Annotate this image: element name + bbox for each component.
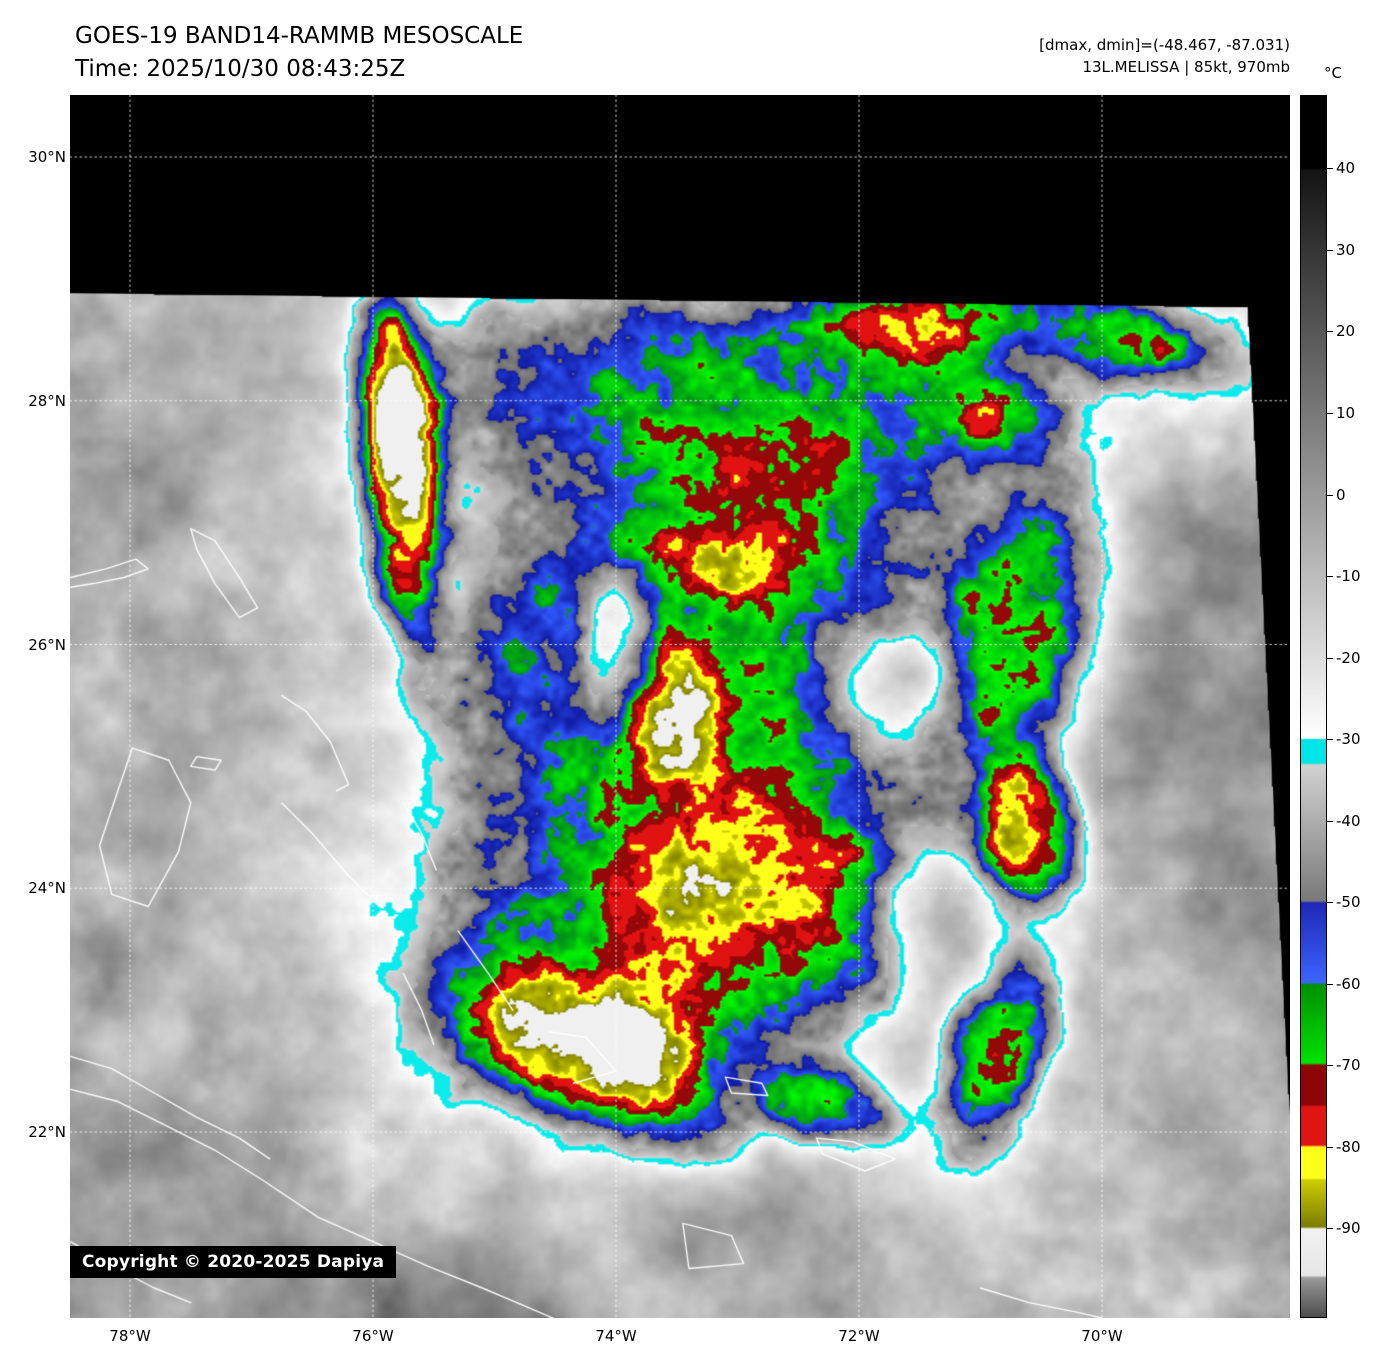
- colorbar-tick-mark: [1327, 983, 1333, 985]
- title-block: GOES-19 BAND14-RAMMB MESOSCALE Time: 202…: [75, 20, 523, 86]
- colorbar-tick-mark: [1327, 412, 1333, 414]
- colorbar-tick-label: -10: [1336, 567, 1361, 586]
- lat-axis-label: 24°N: [28, 879, 66, 898]
- colorbar-tick-mark: [1327, 576, 1333, 578]
- colorbar-tick-label: 10: [1336, 403, 1356, 422]
- lat-axis-label: 22°N: [28, 1123, 66, 1141]
- colorbar-tick-label: 0: [1336, 485, 1346, 504]
- colorbar-tick-mark: [1327, 820, 1333, 822]
- colorbar-tick-mark: [1327, 739, 1333, 741]
- colorbar: [1300, 95, 1327, 1318]
- map-overlay-canvas: [70, 95, 1290, 1318]
- colorbar-tick-label: 20: [1336, 322, 1356, 341]
- colorbar-tick-mark: [1327, 331, 1333, 333]
- colorbar-tick-label: -20: [1336, 648, 1361, 667]
- page-title: GOES-19 BAND14-RAMMB MESOSCALE: [75, 23, 524, 49]
- colorbar-tick-mark: [1327, 1146, 1333, 1148]
- lat-axis-label: 30°N: [28, 148, 66, 166]
- colorbar-gradient: [1301, 96, 1326, 1317]
- timestamp-label: Time: 2025/10/30 08:43:25Z: [75, 56, 406, 82]
- lon-axis-label: 78°W: [109, 1327, 151, 1345]
- storm-info-label: 13L.MELISSA | 85kt, 970mb: [1082, 58, 1290, 76]
- colorbar-tick-mark: [1327, 494, 1333, 496]
- lon-axis-label: 76°W: [352, 1327, 394, 1345]
- colorbar-tick-mark: [1327, 657, 1333, 659]
- colorbar-tick-mark: [1327, 249, 1333, 251]
- colorbar-tick-label: 30: [1336, 240, 1356, 259]
- colorbar-tick-mark: [1327, 1065, 1333, 1067]
- colorbar-tick-label: -50: [1336, 893, 1361, 912]
- lon-axis-label: 70°W: [1081, 1327, 1123, 1345]
- lat-axis-label: 28°N: [28, 391, 66, 410]
- header-right-block: [dmax, dmin]=(-48.467, -87.031) 13L.MELI…: [1039, 34, 1290, 78]
- lon-axis-label: 72°W: [838, 1327, 880, 1345]
- colorbar-tick-label: -70: [1336, 1056, 1361, 1075]
- colorbar-tick-label: -80: [1336, 1137, 1361, 1156]
- lat-axis-label: 26°N: [28, 635, 66, 654]
- colorbar-tick-mark: [1327, 1228, 1333, 1230]
- colorbar-tick-label: -90: [1336, 1219, 1361, 1238]
- copyright-badge: Copyright © 2020-2025 Dapiya: [70, 1246, 397, 1278]
- lon-axis-label: 74°W: [595, 1327, 637, 1345]
- colorbar-tick-label: -40: [1336, 811, 1361, 830]
- colorbar-tick-mark: [1327, 902, 1333, 904]
- dmax-dmin-label: [dmax, dmin]=(-48.467, -87.031): [1039, 36, 1290, 54]
- colorbar-tick-label: -60: [1336, 974, 1361, 993]
- colorbar-tick-mark: [1327, 168, 1333, 170]
- colorbar-tick-label: -30: [1336, 730, 1361, 749]
- colorbar-unit-label: °C: [1324, 64, 1342, 82]
- colorbar-tick-label: 40: [1336, 159, 1356, 178]
- satellite-map: Copyright © 2020-2025 Dapiya: [70, 95, 1290, 1318]
